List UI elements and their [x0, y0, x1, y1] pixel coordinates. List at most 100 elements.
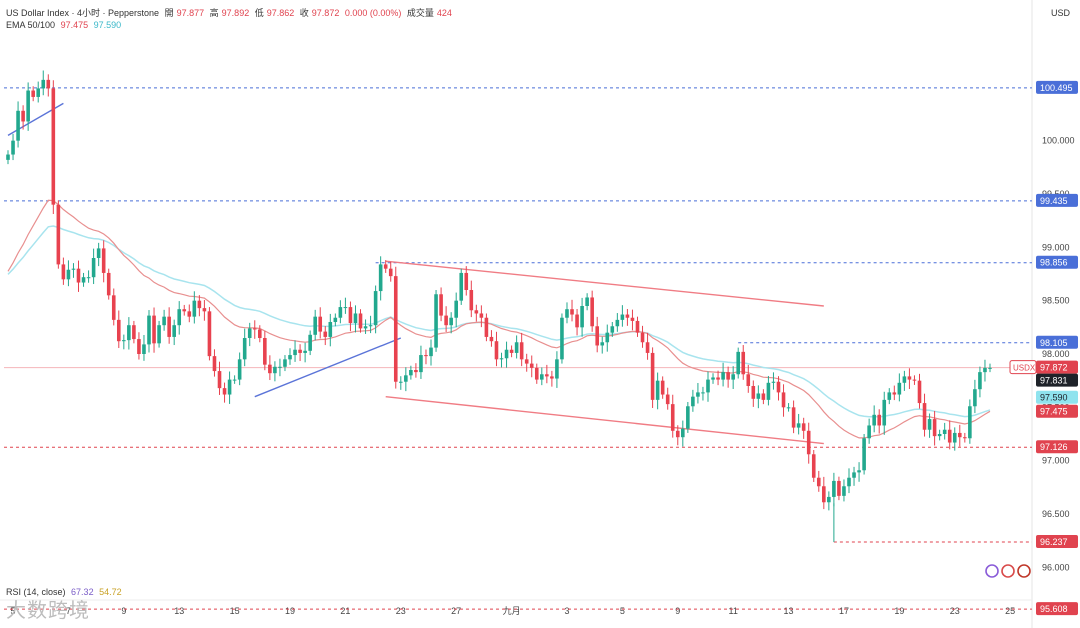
candle-up — [902, 376, 907, 383]
y-tick-label: 97.000 — [1042, 456, 1070, 466]
candle-down — [137, 339, 141, 354]
candle-up — [283, 359, 287, 367]
candle-down — [816, 477, 821, 487]
candle-up — [36, 88, 41, 97]
candles — [6, 70, 992, 511]
candle-down — [570, 309, 574, 315]
candle-up — [988, 367, 992, 369]
candle-up — [555, 359, 559, 379]
candle-up — [11, 140, 15, 155]
ema100-value: 97.590 — [93, 20, 122, 30]
candle-down — [665, 394, 670, 405]
candle-down — [207, 311, 212, 357]
support-trendline — [254, 337, 402, 398]
candle-down — [575, 314, 579, 328]
volume-value: 424 — [436, 8, 452, 18]
candle-down — [524, 359, 529, 364]
price-tag-label: 97.831 — [1040, 376, 1068, 386]
x-tick-label: 23 — [950, 606, 960, 616]
candle-up — [499, 358, 504, 360]
candle-up — [303, 350, 307, 353]
candle-down — [806, 430, 811, 455]
candle-down — [318, 316, 323, 332]
level-label: 96.237 — [1040, 537, 1068, 547]
candle-up — [333, 317, 338, 322]
open-label: 開 — [164, 8, 174, 18]
candle-up — [862, 438, 866, 471]
candle-up — [721, 372, 725, 380]
candle-down — [519, 342, 524, 360]
candle-down — [469, 290, 474, 311]
candle-down — [222, 388, 227, 395]
candle-down — [751, 386, 756, 399]
channel-trendline — [385, 260, 824, 307]
candle-down — [268, 364, 272, 374]
candle-down — [534, 367, 539, 380]
candle-down — [791, 407, 796, 428]
price-tag — [1036, 360, 1078, 374]
watermark: 大数跨境 — [6, 598, 90, 622]
candle-down — [484, 317, 489, 337]
candle-down — [907, 376, 912, 380]
candle-down — [716, 377, 720, 380]
event-icon — [1001, 564, 1015, 578]
candle-up — [147, 315, 151, 345]
candle-up — [373, 291, 378, 326]
x-tick-label: 5 — [620, 606, 625, 616]
candle-down — [414, 370, 418, 373]
candle-down — [957, 432, 962, 438]
candle-up — [293, 349, 297, 356]
candle-down — [801, 423, 806, 431]
candle-down — [167, 316, 171, 337]
candle-down — [494, 341, 499, 360]
candle-down — [837, 480, 841, 496]
candle-up — [827, 496, 831, 503]
level-label: 95.608 — [1040, 604, 1068, 614]
price-tag — [1036, 390, 1078, 404]
candle-up — [237, 359, 242, 380]
ema-label: EMA 50/100 — [6, 20, 56, 30]
candle-up — [232, 379, 237, 381]
candle-up — [288, 355, 292, 360]
level-label: 100.495 — [1040, 83, 1073, 93]
y-tick-label: 96.000 — [1042, 562, 1070, 572]
candle-up — [404, 375, 408, 382]
axis-currency: USD — [1050, 8, 1070, 18]
low-value: 97.862 — [266, 8, 295, 18]
candle-up — [399, 381, 403, 383]
candle-down — [917, 380, 922, 404]
candle-up — [887, 392, 892, 400]
candle-up — [942, 429, 947, 434]
candle-down — [116, 319, 121, 342]
header-row-2: EMA 50/100 97.475 97.590 — [6, 20, 124, 30]
candle-up — [177, 309, 182, 326]
candle-up — [122, 340, 126, 342]
candle-down — [877, 414, 882, 426]
x-tick-label: 9 — [675, 606, 680, 616]
candle-down — [51, 88, 56, 205]
candle-down — [741, 351, 746, 375]
candle-down — [746, 374, 751, 386]
x-tick-label: 19 — [285, 606, 295, 616]
event-icon — [985, 564, 999, 578]
candle-down — [46, 79, 51, 89]
candle-up — [313, 316, 317, 335]
candle-up — [706, 379, 710, 393]
candle-down — [550, 376, 554, 379]
candle-down — [388, 268, 393, 277]
candle-down — [590, 297, 594, 327]
candle-up — [691, 396, 695, 407]
x-tick-label: 13 — [784, 606, 794, 616]
candle-up — [731, 374, 735, 380]
candle-up — [655, 380, 660, 400]
candle-up — [615, 319, 620, 327]
candle-up — [429, 347, 433, 357]
x-tick-label: 九月 — [503, 606, 521, 616]
x-tick-label: 3 — [564, 606, 569, 616]
price-tag — [1036, 373, 1078, 387]
candle-up — [620, 314, 625, 320]
candle-down — [545, 374, 549, 377]
candle-up — [565, 309, 569, 318]
